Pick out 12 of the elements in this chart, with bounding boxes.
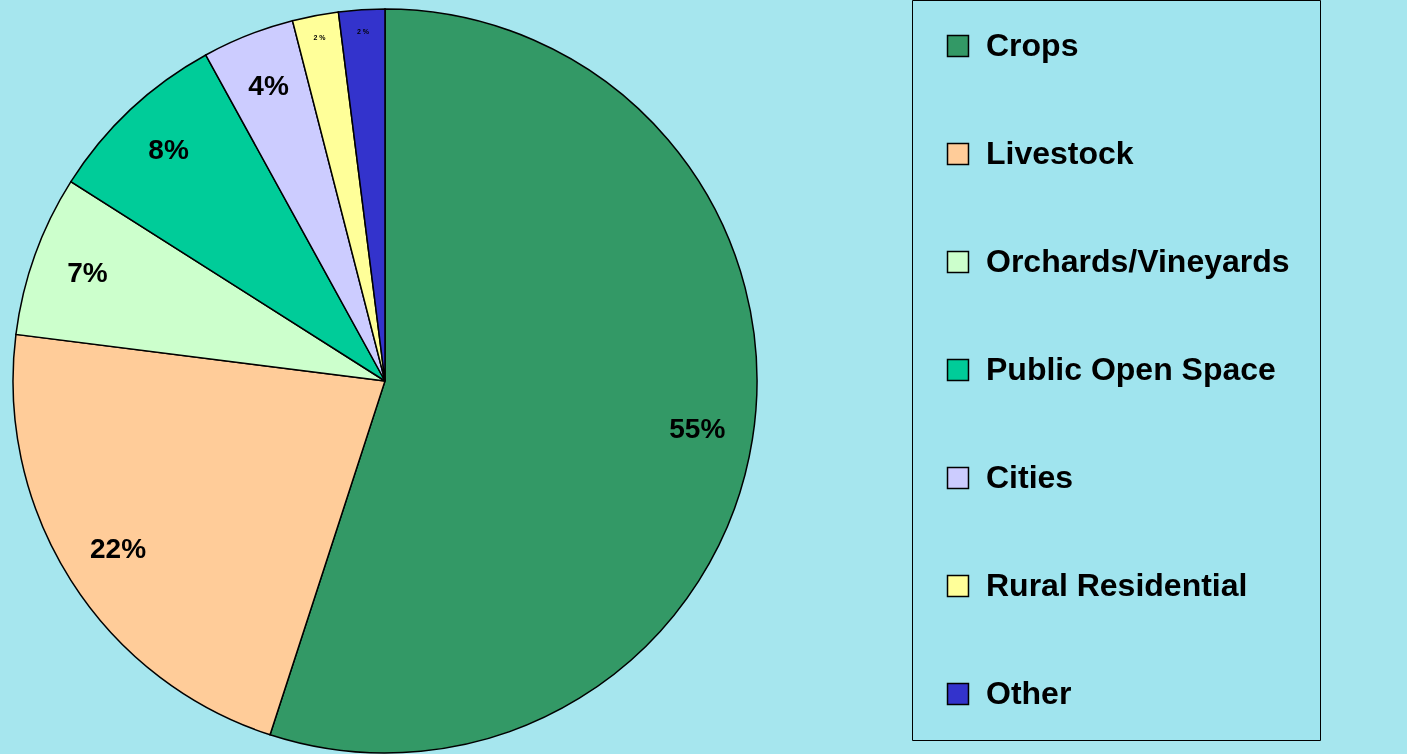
legend-label: Rural Residential — [986, 567, 1248, 603]
data-label: 55% — [669, 413, 726, 445]
legend-label: Orchards/Vineyards — [986, 243, 1290, 279]
legend-label: Crops — [986, 27, 1079, 63]
legend-label: Cities — [986, 459, 1074, 495]
data-label: 8% — [148, 133, 189, 165]
data-label: 4% — [248, 70, 289, 101]
legend-label: Livestock — [986, 135, 1134, 171]
legend-label: Public Open Space — [986, 351, 1276, 387]
data-label: 22% — [90, 533, 147, 565]
data-label: 7% — [67, 256, 108, 288]
legend-label: Other — [986, 675, 1072, 711]
